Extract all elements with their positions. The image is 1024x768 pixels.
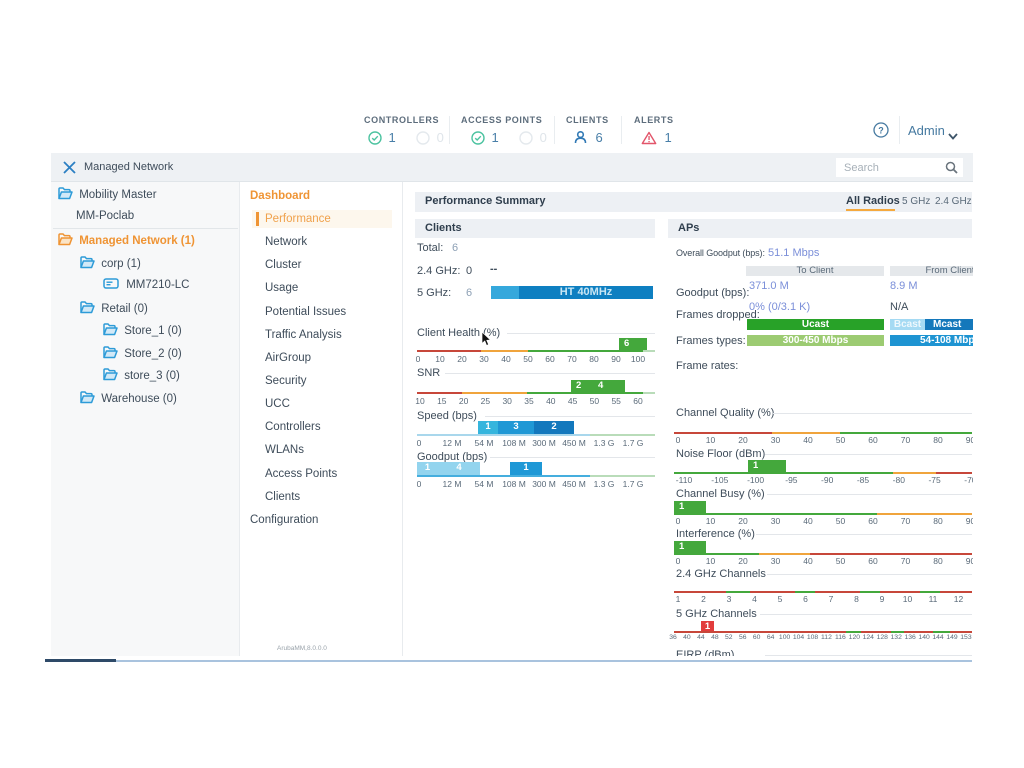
svg-text:?: ? bbox=[878, 126, 884, 136]
